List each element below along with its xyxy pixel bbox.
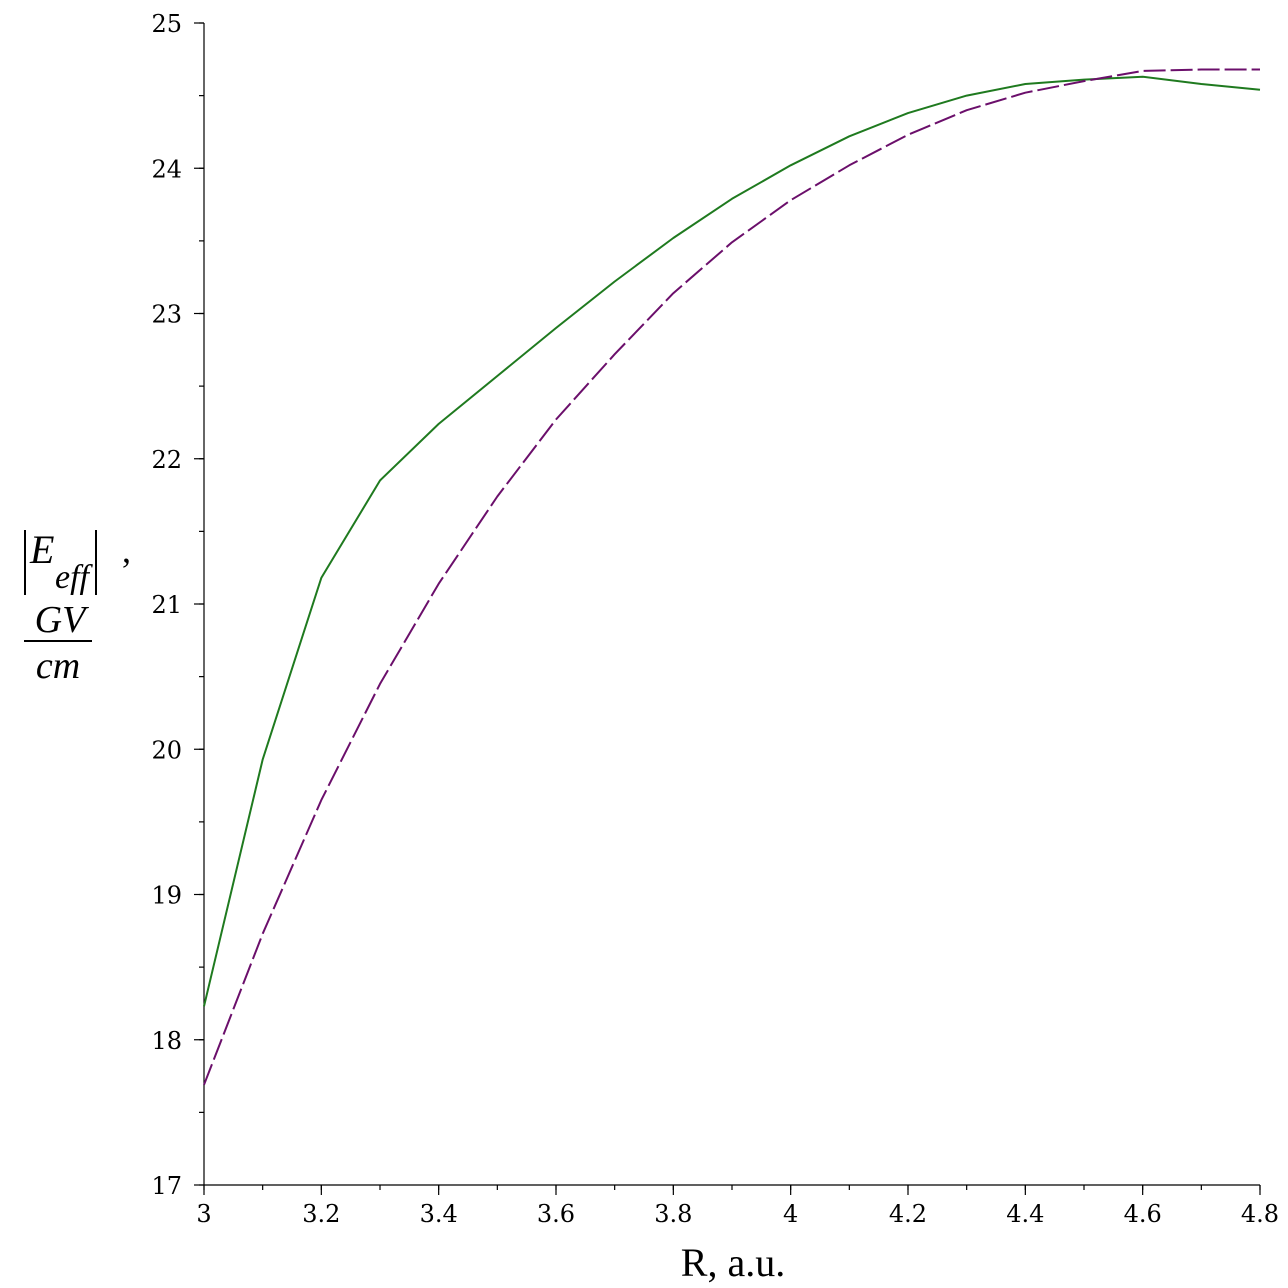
x-tick-label: 4.4 (1006, 1200, 1044, 1228)
y-axis-ticks: 17 18 19 20 21 22 23 24 25 (151, 10, 204, 1200)
x-axis-label: R, a.u. (681, 1240, 785, 1285)
y-tick-label: 19 (151, 882, 182, 910)
x-tick-label: 4 (783, 1200, 798, 1228)
x-tick-label: 3 (196, 1200, 211, 1228)
y-tick-label: 20 (151, 736, 182, 764)
y-tick-label: 21 (151, 591, 182, 619)
series-layer (203, 68, 1261, 1086)
y-tick-label: 17 (151, 1172, 182, 1200)
y-label-unit-denominator: cm (36, 645, 80, 687)
x-tick-label: 4.2 (889, 1200, 927, 1228)
x-tick-label: 3.4 (420, 1200, 458, 1228)
y-label-symbol: E (29, 527, 54, 572)
y-axis-label: E eff , GV cm (24, 527, 131, 687)
y-tick-label: 23 (151, 301, 182, 329)
x-tick-label: 3.8 (654, 1200, 692, 1228)
x-axis-ticks: 3 3.2 3.4 3.6 3.8 4 4.2 4.4 4.6 4.8 (196, 1185, 1279, 1228)
y-tick-label: 25 (151, 10, 182, 38)
axes (203, 23, 1260, 1186)
series-line-2 (203, 68, 1260, 1086)
y-tick-label: 24 (151, 155, 182, 183)
y-label-unit-numerator: GV (35, 599, 89, 641)
y-tick-label: 18 (151, 1027, 182, 1055)
series-line-1 (203, 75, 1261, 1007)
x-tick-label: 4.6 (1124, 1200, 1162, 1228)
x-tick-label: 3.6 (537, 1200, 575, 1228)
x-tick-label: 3.2 (302, 1200, 340, 1228)
y-label-separator: , (122, 530, 131, 570)
y-tick-label: 22 (151, 446, 182, 474)
y-label-subscript: eff (55, 559, 94, 596)
x-tick-label: 4.8 (1241, 1200, 1279, 1228)
